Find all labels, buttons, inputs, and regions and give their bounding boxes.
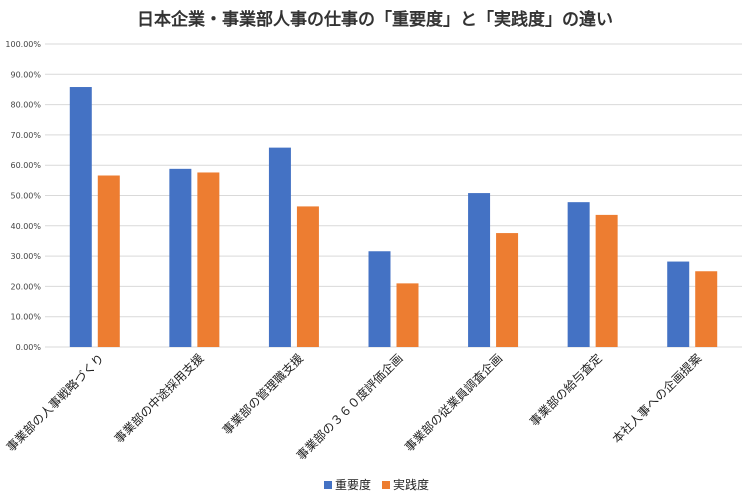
bar-practice [396,283,419,347]
bar-practice [97,175,120,347]
y-tick-label: 50.00% [10,192,41,201]
x-tick-label: 事業部の中途採用支援 [111,351,206,446]
bar-importance [567,202,590,347]
y-tick-label: 20.00% [10,282,41,291]
bar-practice [296,206,319,347]
x-tick-label: 本社人事への企画提案 [609,351,704,446]
legend-label: 実践度 [393,477,429,492]
bar-practice [197,172,220,347]
legend: 重要度 実践度 [324,477,429,492]
bar-importance [69,87,92,347]
y-tick-label: 100.00% [5,40,41,49]
y-tick-label: 70.00% [10,131,41,140]
bar-practice [695,271,718,347]
x-tick-label: 事業部の人事戦略づくり [3,351,107,455]
y-tick-label: 40.00% [10,222,41,231]
bar-importance [468,193,491,347]
bar-practice [496,233,519,347]
chart-title: 日本企業・事業部人事の仕事の「重要度」と「実践度」の違い [137,9,613,30]
legend-swatch [324,481,332,489]
y-tick-label: 30.00% [10,252,41,261]
x-axis-ticks: 事業部の人事戦略づくり 事業部の中途採用支援 事業部の管理職支援事業部の３６０度評価… [3,351,704,463]
y-tick-label: 80.00% [10,101,41,110]
x-tick-label: 事業部の従業員調査企画 [401,351,505,455]
x-tick-label: 事業部の管理職支援 [219,351,306,438]
y-axis-ticks: 0.00% 10.00% 20.00% 30.00% 40.00% 50.00% 60.00… [5,40,41,352]
bar-importance [169,168,192,347]
legend-swatch [382,481,390,489]
y-tick-label: 0.00% [16,343,42,352]
bar-importance [268,147,291,347]
x-tick-label: 事業部の給与査定 [526,351,604,429]
y-tick-label: 90.00% [10,70,41,79]
bar-importance [368,251,391,347]
bar-importance [667,261,690,347]
gridlines [45,43,742,348]
x-tick-label: 事業部の３６０度評価企画 [293,351,405,463]
bar-practice [595,214,618,347]
y-tick-label: 60.00% [10,161,41,170]
bars [69,87,718,347]
y-tick-label: 10.00% [10,313,41,322]
legend-label: 重要度 [335,477,371,492]
